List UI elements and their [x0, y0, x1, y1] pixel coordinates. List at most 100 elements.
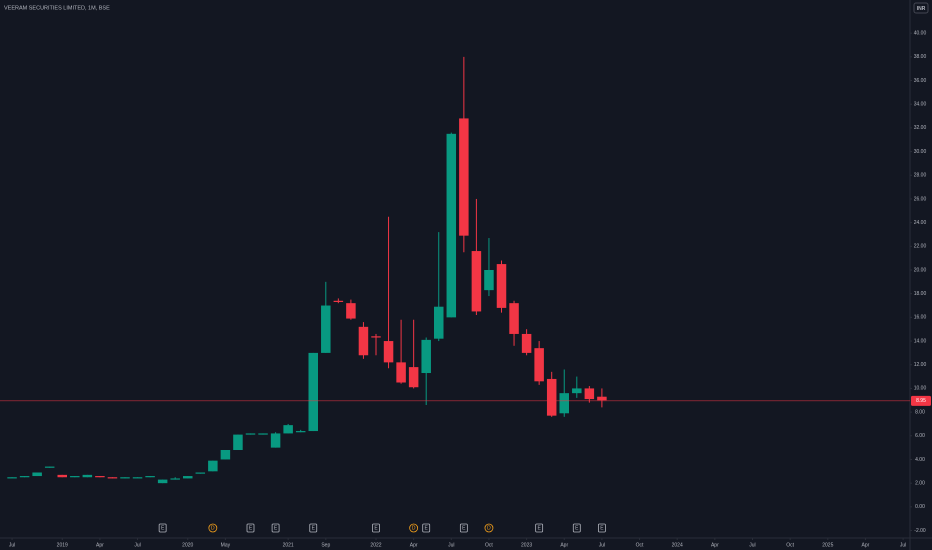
- y-tick-label: 26.00: [914, 196, 927, 202]
- candle-body: [220, 450, 231, 460]
- x-tick-label: Apr: [96, 542, 104, 548]
- event-marker: [246, 523, 255, 533]
- y-tick-label: 4.00: [915, 457, 925, 463]
- y-tick-label: 32.00: [914, 125, 927, 131]
- candle-body: [57, 474, 67, 478]
- candle-body: [295, 431, 306, 433]
- candle-body: [559, 393, 569, 414]
- candle-body: [459, 118, 469, 236]
- candle-body: [584, 388, 595, 400]
- y-tick-label: 40.00: [914, 30, 927, 36]
- candle-body: [19, 476, 30, 478]
- candle-body: [182, 476, 193, 479]
- event-label: D: [487, 526, 491, 532]
- candle-body: [446, 133, 457, 318]
- event-label: E: [161, 526, 165, 532]
- x-tick-label: Jul: [448, 542, 454, 548]
- candle-body: [308, 352, 318, 432]
- event-label: E: [312, 526, 316, 532]
- candle-body: [195, 472, 206, 474]
- price-label: 8.95: [916, 398, 926, 404]
- candle-body: [157, 479, 168, 484]
- event-marker: [484, 523, 494, 533]
- event-label: E: [462, 526, 466, 532]
- event-marker: [459, 523, 468, 533]
- y-tick-label: 16.00: [914, 315, 927, 321]
- event-label: E: [575, 526, 579, 532]
- event-marker: [572, 523, 581, 533]
- candle-body: [509, 303, 519, 334]
- x-tick-label: 2025: [822, 542, 833, 548]
- candle-body: [371, 336, 381, 338]
- candle-body: [333, 300, 344, 302]
- y-tick-label: 10.00: [914, 386, 927, 392]
- y-tick-label: 20.00: [914, 267, 927, 273]
- y-tick-label: 24.00: [914, 220, 927, 226]
- event-label: E: [425, 526, 429, 532]
- candle-body: [346, 303, 356, 319]
- candle-body: [496, 264, 507, 308]
- x-tick-label: 2019: [57, 542, 68, 548]
- event-label: E: [374, 526, 378, 532]
- event-marker: [208, 523, 218, 533]
- candle-body: [170, 478, 180, 480]
- candle-body: [270, 433, 281, 448]
- candle-body: [7, 477, 17, 479]
- event-marker: [535, 523, 544, 533]
- y-tick-label: 18.00: [914, 291, 927, 297]
- event-label: D: [211, 526, 215, 532]
- candle-body: [521, 333, 532, 353]
- x-tick-label: 2020: [182, 542, 193, 548]
- candle-body: [484, 270, 494, 291]
- candle-body: [82, 474, 93, 478]
- candle-body: [597, 396, 607, 401]
- candle-body: [408, 367, 419, 388]
- y-tick-label: 22.00: [914, 244, 927, 250]
- event-marker: [271, 523, 280, 533]
- y-tick-label: 38.00: [914, 54, 927, 60]
- y-tick-label: 28.00: [914, 173, 927, 179]
- event-marker: [309, 523, 318, 533]
- x-tick-label: Jul: [134, 542, 140, 548]
- event-marker: [158, 523, 167, 533]
- y-tick-label: 14.00: [914, 338, 927, 344]
- candle-body: [245, 433, 256, 435]
- event-marker: [372, 523, 380, 533]
- candle-body: [32, 472, 42, 477]
- currency: INR: [917, 6, 926, 12]
- candle-body: [471, 251, 482, 312]
- x-tick-label: Oct: [636, 542, 644, 548]
- candle-body: [421, 339, 431, 374]
- candle-body: [70, 476, 80, 478]
- candle-body: [258, 433, 268, 435]
- candle-body: [396, 362, 406, 383]
- y-tick-label: 30.00: [914, 149, 927, 155]
- candle-body: [358, 326, 369, 356]
- x-tick-label: May: [221, 542, 231, 548]
- x-tick-label: Apr: [711, 542, 719, 548]
- x-tick-label: 2022: [370, 542, 381, 548]
- x-tick-label: Jul: [9, 542, 15, 548]
- event-marker: [409, 523, 419, 533]
- candle-body: [534, 348, 544, 382]
- x-tick-label: Oct: [485, 542, 493, 548]
- x-tick-label: Jul: [749, 542, 755, 548]
- y-tick-label: 34.00: [914, 102, 927, 108]
- y-tick-label: 12.00: [914, 362, 927, 368]
- x-tick-label: Oct: [786, 542, 794, 548]
- candle-body: [95, 476, 105, 478]
- y-tick-label: 8.00: [915, 409, 925, 415]
- currency-box: [913, 2, 929, 14]
- x-tick-label: Jul: [599, 542, 605, 548]
- event-label: E: [274, 526, 278, 532]
- candle-body: [107, 477, 118, 479]
- candle-body: [44, 466, 55, 468]
- candle-body: [120, 477, 130, 479]
- x-tick-label: Sep: [321, 542, 330, 548]
- candle-body: [233, 434, 243, 450]
- x-tick-label: Apr: [560, 542, 568, 548]
- price-label-box: [911, 395, 931, 406]
- event-label: E: [537, 526, 541, 532]
